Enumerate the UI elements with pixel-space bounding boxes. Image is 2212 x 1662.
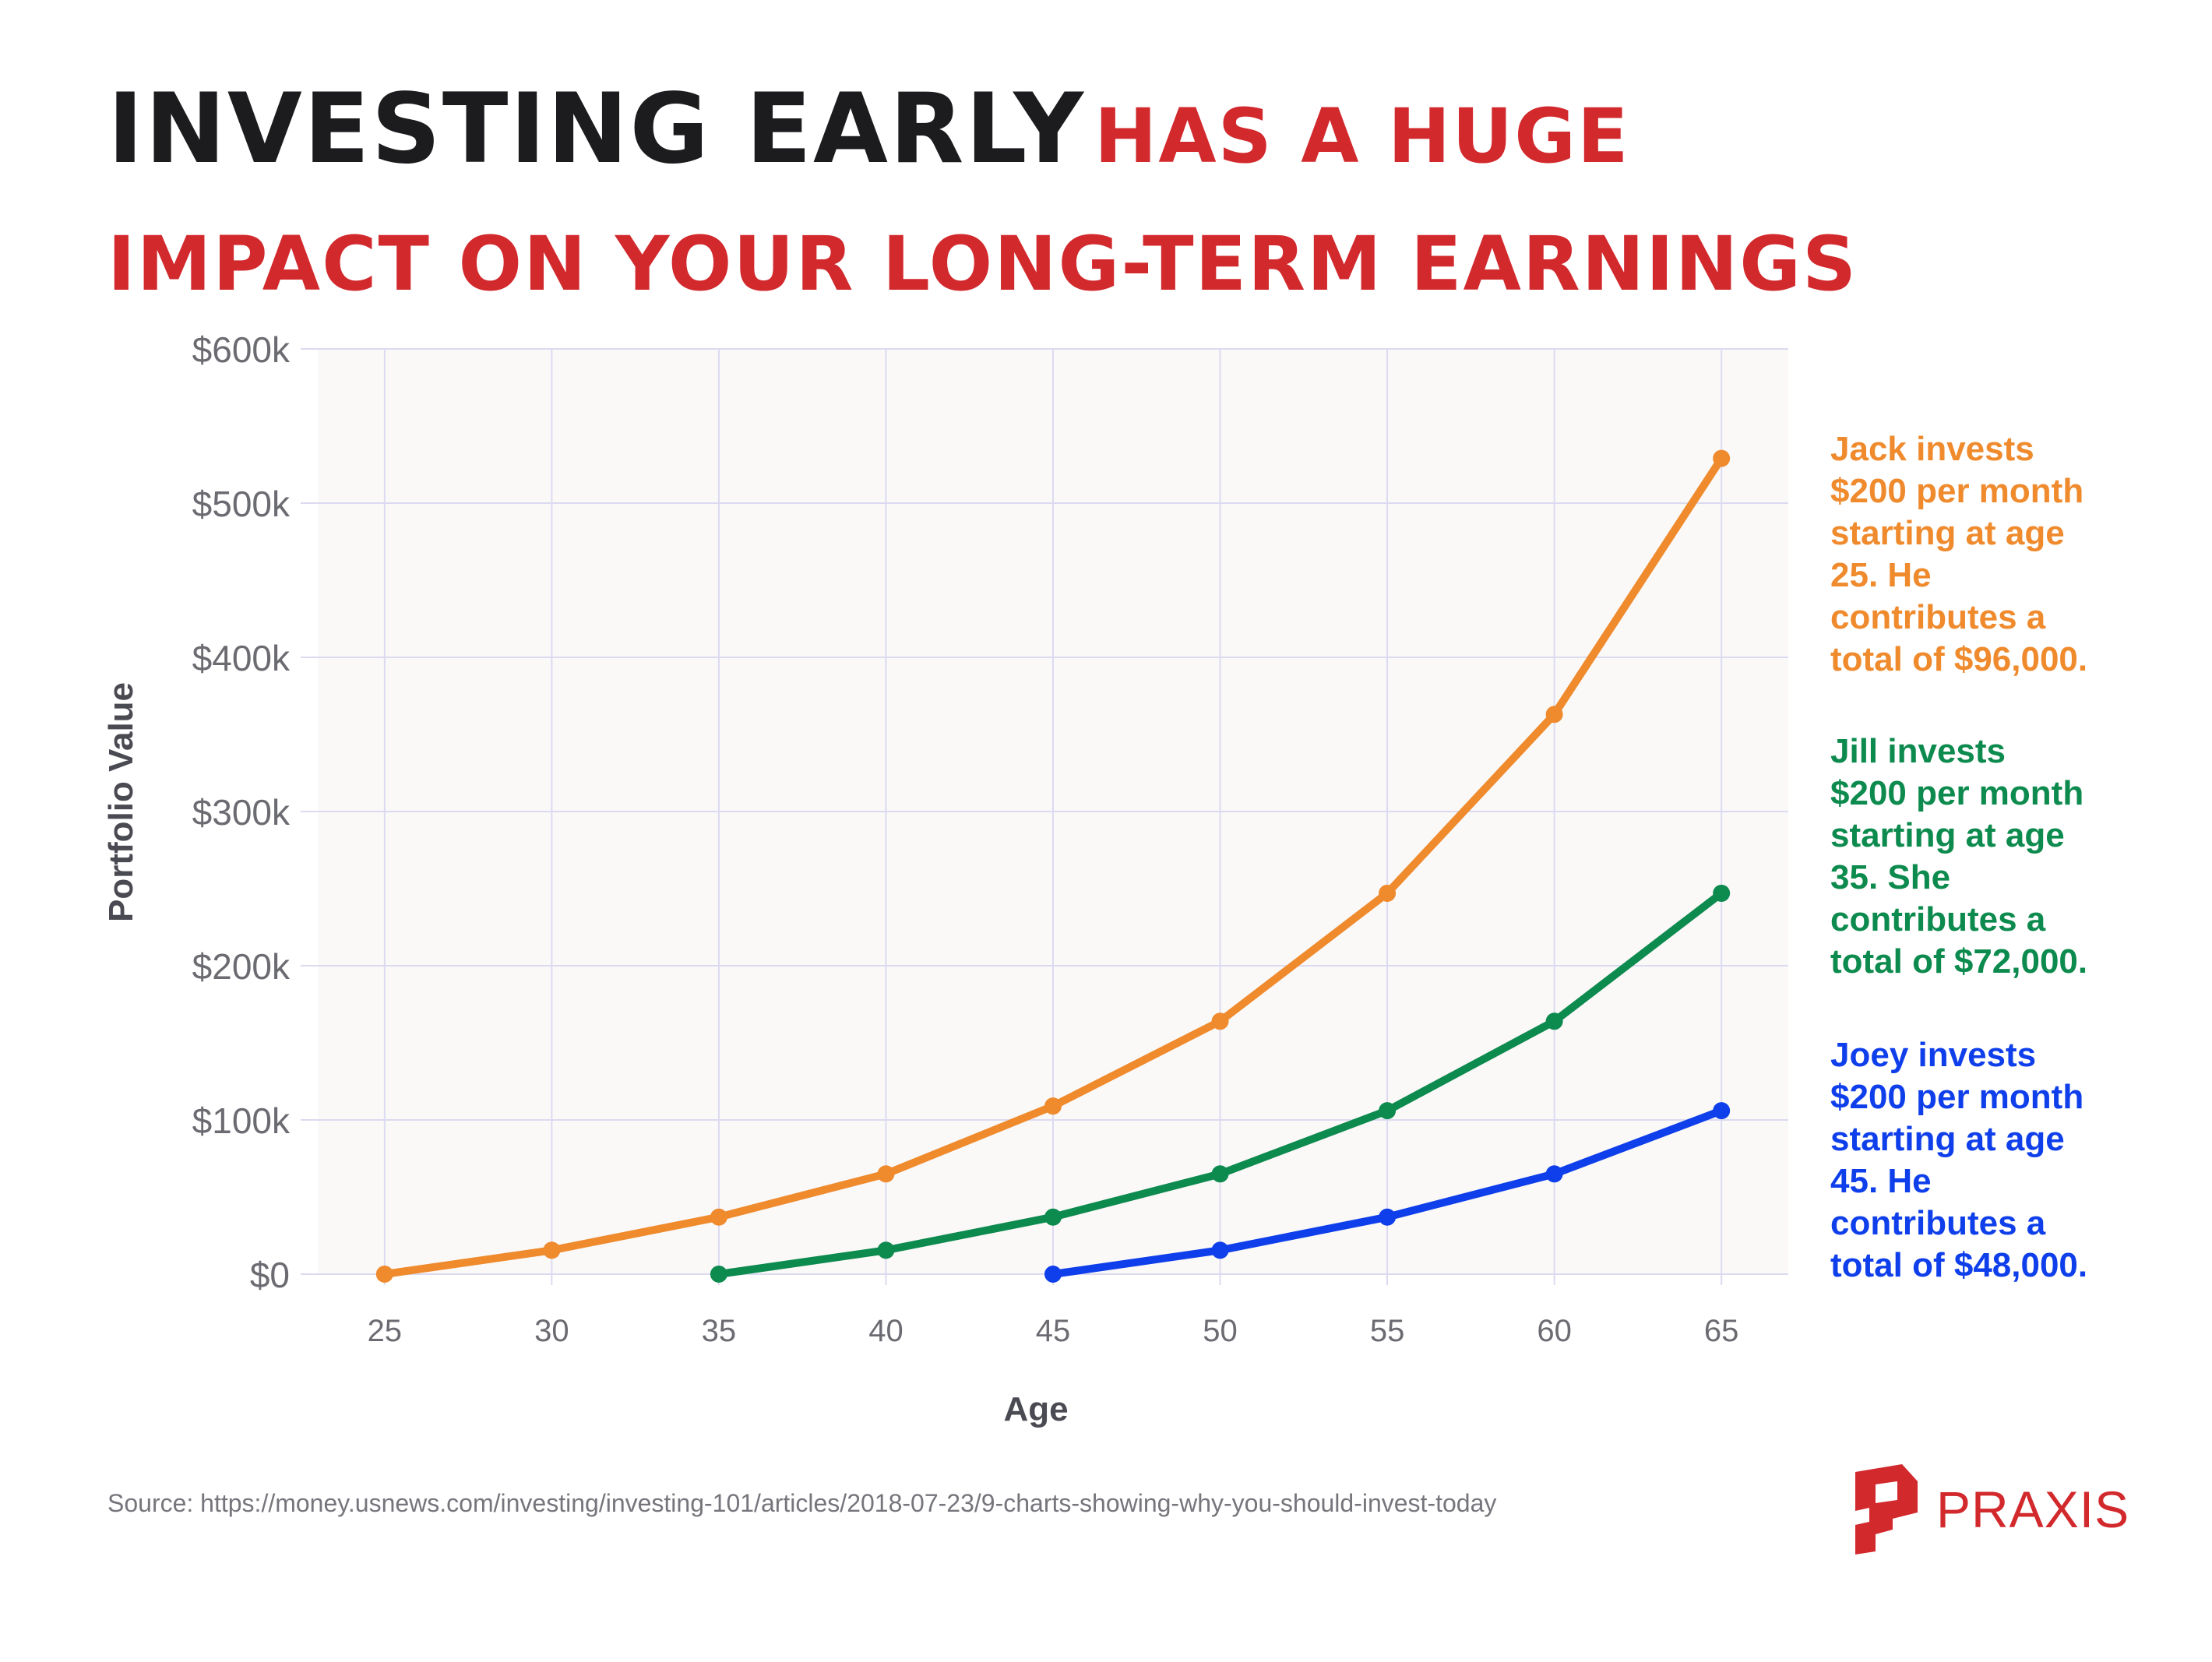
x-tick-label: 30: [534, 1314, 569, 1348]
annotation-line: 25. He: [1830, 556, 1932, 594]
x-axis-title: Age: [1003, 1390, 1068, 1428]
title-line-1: INVESTING EARLY HAS A HUGE: [107, 76, 2148, 211]
annotation-line: Jill invests: [1830, 732, 2006, 770]
annotation-line: contributes a: [1830, 1204, 2046, 1242]
annotation-line: starting at age: [1830, 1120, 2065, 1158]
data-point: [1211, 1165, 1229, 1183]
series-lines: [375, 449, 1731, 1283]
annotation-line: $200 per month: [1830, 472, 2084, 510]
annotation-jill: Jill invests $200 per month starting at ag…: [1830, 731, 2189, 983]
y-tick-label: $400k: [192, 638, 291, 678]
annotation-line: starting at age: [1830, 514, 2065, 552]
praxis-logo-text: PRAXIS: [1936, 1481, 2130, 1538]
annotation-jack: Jack invests $200 per month starting at ag…: [1830, 428, 2189, 681]
y-axis-title: Portfolio Value: [102, 682, 140, 922]
praxis-logo: PRAXIS: [1852, 1464, 2129, 1555]
data-point: [710, 1208, 727, 1226]
y-tick-label: $500k: [192, 484, 291, 524]
annotation-line: contributes a: [1830, 900, 2046, 938]
y-tick-label: $600k: [192, 329, 291, 370]
data-point: [1713, 449, 1731, 467]
data-point: [1044, 1266, 1062, 1283]
annotation-line: 35. She: [1830, 858, 1951, 896]
annotation-line: total of $96,000.: [1830, 640, 2088, 678]
data-point: [1211, 1241, 1229, 1259]
data-point: [877, 1165, 895, 1183]
annotation-line: Joey invests: [1830, 1036, 2037, 1074]
source-citation: Source: https://money.usnews.com/investi…: [107, 1489, 1497, 1517]
y-tick-label: $0: [250, 1255, 290, 1295]
title-red-part-1: HAS A HUGE: [1094, 93, 1630, 180]
x-tick-label: 65: [1704, 1314, 1739, 1348]
data-point: [1211, 1012, 1229, 1030]
x-tick-label: 60: [1537, 1314, 1572, 1348]
data-point: [543, 1241, 561, 1259]
x-tick-label: 45: [1036, 1314, 1071, 1348]
data-point: [710, 1266, 727, 1283]
y-tick-label: $200k: [192, 946, 291, 987]
data-point: [1379, 884, 1397, 902]
tick-labels: $0 $100k $200k $300k $400k $500k $600k 25 30 35 40…: [192, 329, 1739, 1348]
x-tick-label: 55: [1370, 1314, 1405, 1348]
x-tick-label: 35: [702, 1314, 737, 1348]
y-tick-label: $300k: [192, 792, 291, 833]
data-point: [1379, 1102, 1397, 1120]
x-tick-label: 40: [868, 1314, 903, 1348]
data-point: [1379, 1208, 1397, 1226]
data-point: [1713, 884, 1731, 902]
x-tick-label: 50: [1203, 1314, 1238, 1348]
annotation-line: $200 per month: [1830, 1078, 2084, 1116]
title-dark-part: INVESTING EARLY: [107, 73, 1085, 185]
annotation-line: total of $48,000.: [1830, 1246, 2088, 1284]
data-point: [1044, 1208, 1062, 1226]
data-point: [1545, 706, 1563, 724]
annotation-line: 45. He: [1830, 1162, 1932, 1200]
annotation-line: contributes a: [1830, 598, 2046, 636]
data-point: [1545, 1012, 1563, 1030]
annotation-joey: Joey invests $200 per month starting at ag…: [1830, 1034, 2189, 1287]
annotation-line: starting at age: [1830, 816, 2065, 854]
y-tick-label: $100k: [192, 1100, 291, 1141]
praxis-logo-icon: [1855, 1464, 1918, 1555]
title-red-part-2: IMPACT ON YOUR LONG-TERM EARNINGS: [107, 220, 1858, 308]
data-point: [375, 1266, 393, 1283]
data-point: [1044, 1097, 1062, 1115]
x-tick-label: 25: [368, 1314, 403, 1348]
data-point: [877, 1241, 895, 1259]
annotation-line: $200 per month: [1830, 774, 2084, 812]
annotation-line: total of $72,000.: [1830, 942, 2088, 981]
data-point: [1713, 1102, 1731, 1120]
annotation-line: Jack invests: [1830, 430, 2034, 468]
data-point: [1545, 1165, 1563, 1183]
chart-title: INVESTING EARLY HAS A HUGE IMPACT ON YOUR…: [107, 76, 2148, 317]
